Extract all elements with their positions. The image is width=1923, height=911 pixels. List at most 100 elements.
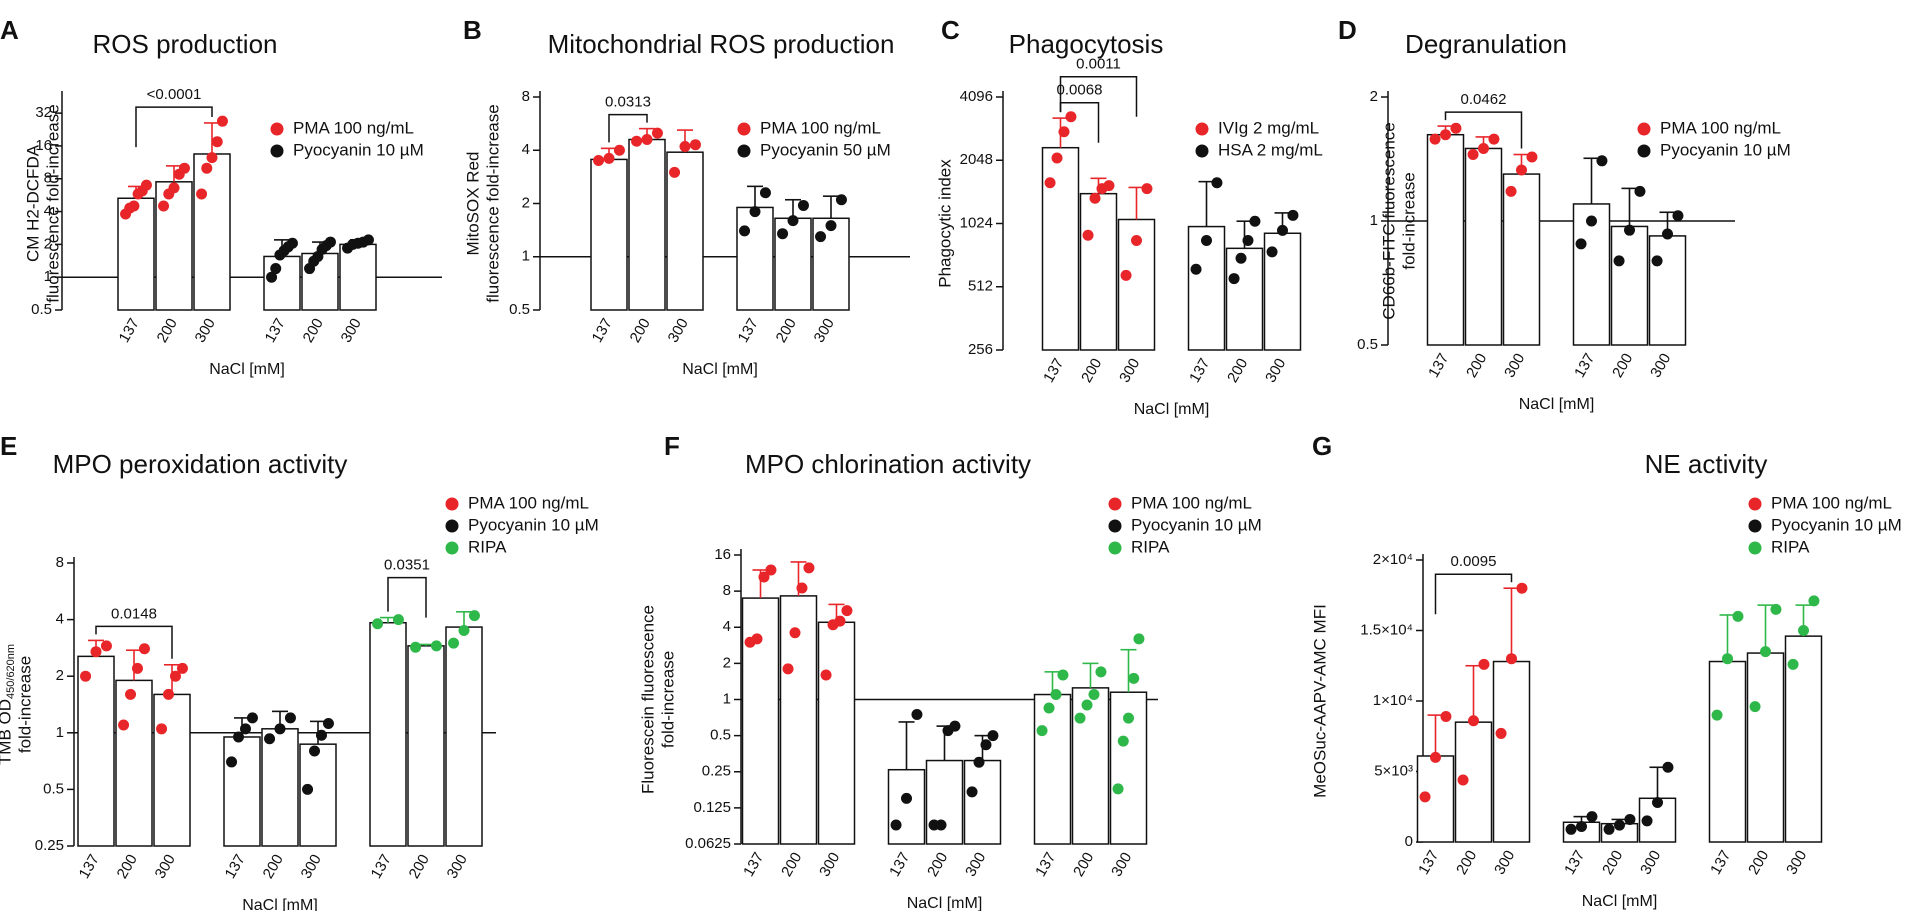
bar [339, 243, 377, 311]
x-tick-label: 137 [589, 315, 616, 345]
y-tick-label: 8 [522, 88, 530, 105]
bar [115, 679, 153, 847]
data-point [973, 756, 985, 768]
bar [1426, 133, 1465, 346]
x-tick-label: 137 [735, 315, 762, 345]
data-point [901, 792, 912, 804]
y-tick-label: 1 [1370, 212, 1378, 229]
x-tick-label: 137 [740, 849, 767, 879]
legend-marker [1108, 497, 1122, 511]
data-point [1211, 177, 1223, 189]
p-value-label: 0.0011 [1076, 56, 1121, 73]
data-point [324, 236, 336, 248]
y-tick-label: 4 [56, 611, 64, 628]
data-point [1652, 797, 1663, 809]
p-value-label: 0.0148 [111, 605, 157, 622]
chart-title: Mitochondrial ROS production [548, 29, 895, 59]
data-point [935, 819, 947, 831]
bar [1079, 192, 1118, 351]
y-tick-label: 1 [44, 268, 52, 285]
legend-marker [737, 122, 751, 136]
data-point [1440, 711, 1452, 723]
x-tick-label: 200 [260, 851, 287, 881]
data-point [1722, 653, 1733, 665]
y-tick-label: 2×10⁴ [1373, 551, 1413, 568]
x-tick-label: 137 [1040, 355, 1067, 385]
data-point [1505, 185, 1517, 197]
significance-bracket [387, 576, 427, 618]
data-point [1596, 155, 1608, 167]
data-point [448, 637, 460, 649]
x-axis-label: NaCl [mM] [907, 895, 983, 911]
data-point [803, 562, 815, 574]
bar [736, 206, 774, 311]
x-tick-label: 300 [444, 851, 471, 881]
data-point [1516, 164, 1527, 176]
data-point [669, 166, 681, 178]
data-point [789, 627, 801, 639]
data-point [613, 144, 625, 156]
y-tick-label: 0.125 [693, 799, 731, 816]
data-point [1429, 133, 1441, 145]
x-tick-label: 200 [1745, 847, 1772, 877]
legend-label: PMA 100 ng/mL [468, 493, 589, 512]
significance-bracket [1444, 111, 1523, 149]
data-point [1614, 819, 1625, 831]
data-point [196, 188, 208, 200]
data-point [458, 625, 470, 637]
data-point [468, 610, 480, 622]
data-point [211, 136, 223, 148]
data-point [1036, 725, 1048, 737]
x-tick-label: 300 [1647, 350, 1674, 380]
y-tick-label: 1×10⁴ [1373, 692, 1413, 709]
data-point [1095, 666, 1107, 678]
significance-bracket [1059, 75, 1138, 117]
x-tick-label: 300 [1637, 847, 1664, 877]
x-tick-label: 137 [222, 851, 249, 881]
bar [666, 151, 704, 311]
data-point [274, 723, 286, 735]
bar [77, 655, 115, 847]
data-point [410, 641, 422, 653]
bar [261, 728, 299, 847]
data-point [1603, 823, 1615, 835]
legend-marker [445, 541, 459, 555]
data-point [890, 819, 902, 831]
y-axis-label-line: fold-increase [15, 656, 34, 753]
data-point [392, 614, 404, 626]
data-point [125, 688, 137, 700]
y-axis-label-line: fluorescence fold-increase [43, 104, 62, 302]
y-axis-label-line: MitoSOX Red [463, 152, 482, 256]
legend-marker [1748, 519, 1762, 533]
bar [369, 621, 407, 847]
y-tick-label: 8 [723, 582, 731, 599]
legend-label: Pyocyanin 10 µM [1660, 140, 1791, 159]
x-tick-label: 200 [773, 315, 800, 345]
p-value-label: 0.0068 [1057, 82, 1103, 99]
data-point [1103, 180, 1115, 192]
x-tick-label: 300 [1491, 847, 1518, 877]
legend-label: RIPA [1771, 537, 1810, 556]
data-point [1050, 689, 1062, 701]
y-tick-label: 0.5 [710, 727, 731, 744]
data-point [980, 739, 992, 751]
x-tick-label: 300 [192, 315, 219, 345]
chart-title: ROS production [93, 29, 278, 59]
chart-title: MPO peroxidation activity [53, 449, 348, 479]
data-point [1440, 129, 1451, 141]
y-tick-label: 1 [522, 248, 530, 265]
bar [779, 595, 818, 845]
x-tick-label: 300 [1783, 847, 1810, 877]
y-tick-label: 16 [714, 546, 731, 563]
x-tick-label: 300 [1116, 355, 1143, 385]
data-point [1450, 122, 1462, 134]
y-tick-label: 0.25 [702, 763, 731, 780]
bar [407, 645, 445, 847]
chart-title: Phagocytosis [1009, 29, 1164, 59]
data-point [1478, 658, 1490, 670]
data-point [1112, 783, 1124, 795]
x-tick-label: 200 [154, 315, 181, 345]
p-value-label: 0.0095 [1451, 553, 1497, 570]
x-tick-label: 200 [114, 851, 141, 881]
bar [628, 138, 666, 311]
